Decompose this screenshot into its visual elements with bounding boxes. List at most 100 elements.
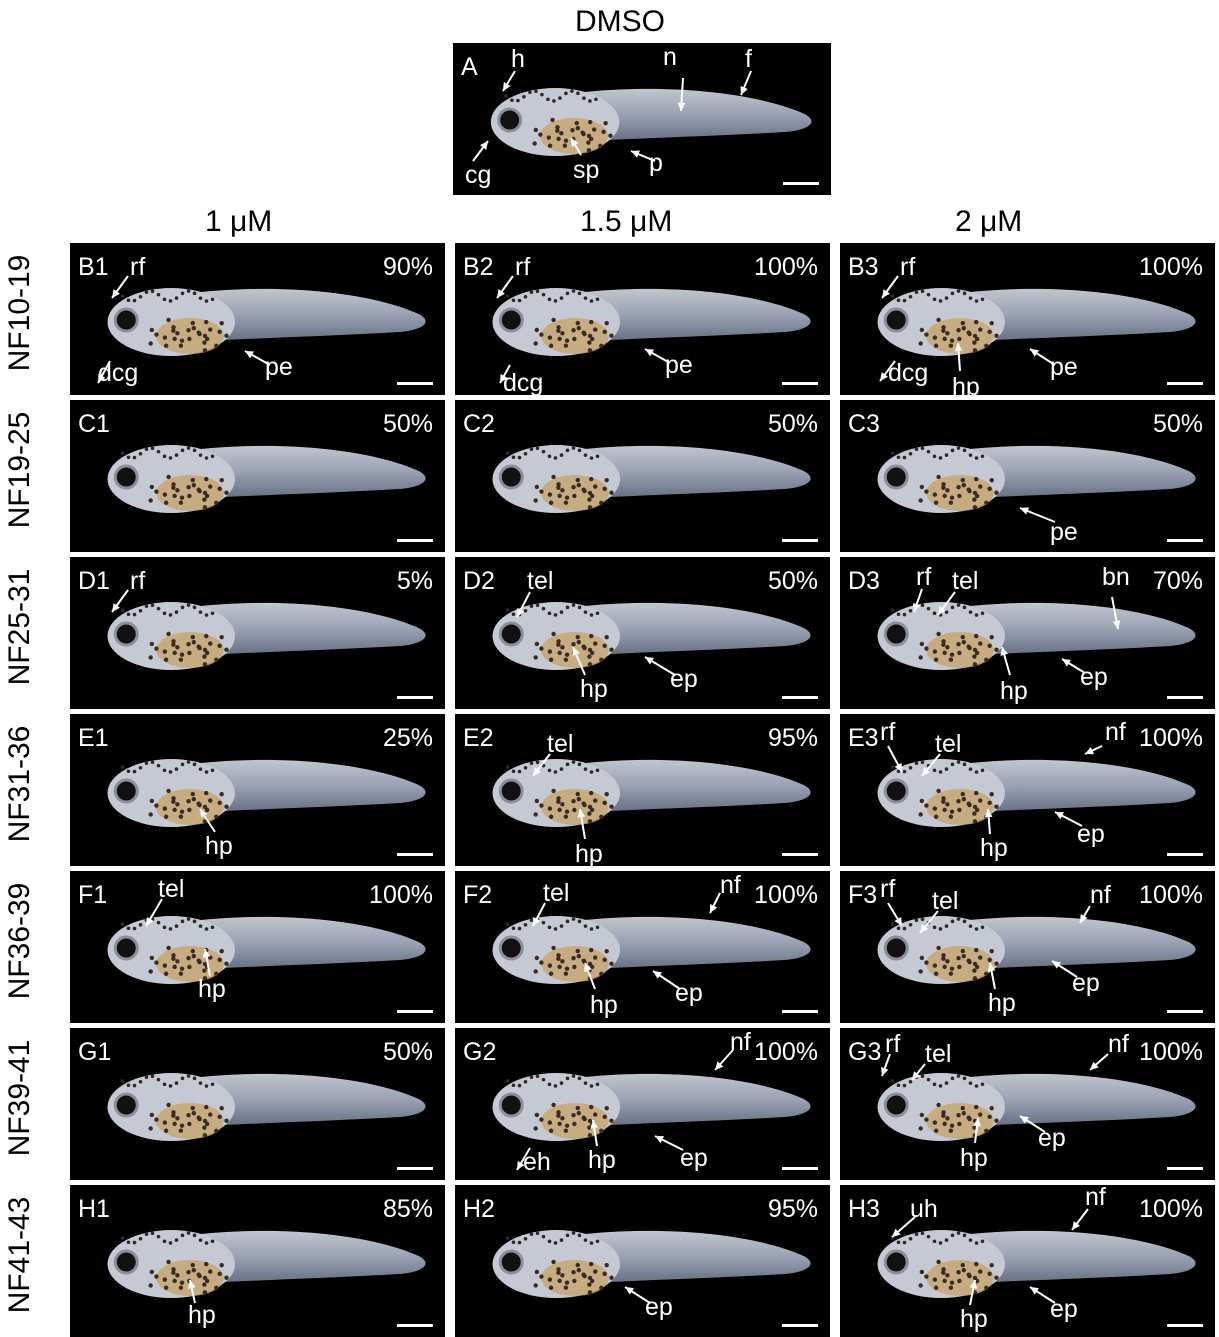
scale-bar — [782, 853, 818, 856]
scale-bar — [1167, 853, 1203, 856]
annotation-label-ep: ep — [1080, 663, 1108, 691]
annotation-label-rf: rf — [880, 875, 896, 903]
tadpole-image — [877, 916, 1196, 985]
panel-id: G1 — [78, 1038, 112, 1066]
panel-c2: C2 50% — [455, 400, 830, 552]
scale-bar — [397, 696, 433, 699]
phenotype-percentage: 70% — [1152, 567, 1203, 595]
panel-f1: F1 100% tel hp — [70, 871, 445, 1023]
panel-d2: D2 50% tel hp ep — [455, 557, 830, 709]
annotation-label-hp: hp — [188, 1301, 216, 1329]
panel-b3: B3 100% rf dcg hp pe — [840, 243, 1215, 395]
annotation-label-hp: hp — [980, 834, 1008, 862]
annotation-label-cg: cg — [465, 161, 492, 189]
phenotype-percentage: 5% — [396, 567, 433, 595]
row-label: NF41-43 — [3, 1196, 36, 1314]
annotation-label-hp: hp — [198, 975, 226, 1003]
annotation-label-nf: nf — [1108, 1030, 1129, 1058]
panel-e2: E2 95% tel hp — [455, 714, 830, 866]
panel-d1: D1 5% rf — [70, 557, 445, 709]
control-panel: A h n f cg sp p — [453, 43, 831, 195]
annotation-label-tel: tel — [932, 887, 959, 915]
scale-bar — [782, 1010, 818, 1013]
tadpole-image — [107, 602, 426, 671]
row-label: NF10-19 — [3, 254, 36, 372]
phenotype-percentage: 25% — [382, 724, 433, 752]
panel-h3: H3 100% uh nf hp ep — [840, 1185, 1215, 1337]
panel-id: F3 — [848, 881, 878, 909]
annotation-label-hp: hp — [575, 840, 603, 867]
tadpole-image — [877, 445, 1196, 514]
annotation-label-hp: hp — [590, 991, 618, 1019]
annotation-label-tel: tel — [935, 730, 962, 758]
tadpole-image — [492, 759, 811, 828]
annotation-label-ep: ep — [675, 979, 703, 1007]
annotation-label-ep: ep — [1038, 1124, 1066, 1152]
panel-id: D1 — [78, 567, 110, 595]
phenotype-percentage: 50% — [382, 410, 433, 438]
panel-h2: H2 95% ep — [455, 1185, 830, 1337]
annotation-label-tel: tel — [527, 567, 554, 595]
phenotype-percentage: 95% — [767, 1195, 818, 1223]
panel-g3: G3 100% rf tel nf hp ep — [840, 1028, 1215, 1180]
column-header-3: 2 μM — [955, 205, 1023, 238]
scale-bar — [1167, 696, 1203, 699]
tadpole-image — [107, 1073, 426, 1142]
annotation-label-hp: hp — [205, 832, 233, 860]
row-label: NF19-25 — [3, 411, 36, 529]
annotation-label-hp: hp — [988, 989, 1016, 1017]
phenotype-percentage: 90% — [382, 253, 433, 281]
annotation-label-rf: rf — [130, 253, 146, 281]
panel-id: D2 — [463, 567, 495, 595]
annotation-label-tel: tel — [547, 730, 574, 758]
scale-bar — [782, 382, 818, 385]
panel-id: H2 — [463, 1195, 495, 1223]
annotation-label-rf: rf — [515, 253, 531, 281]
annotation-label-rf: rf — [885, 1030, 901, 1058]
annotation-label-rf: rf — [130, 567, 146, 595]
tadpole-image — [877, 288, 1196, 357]
tadpole-image — [492, 445, 811, 514]
annotation-label-f: f — [745, 45, 752, 73]
tadpole-image — [107, 759, 426, 828]
panel-id: A — [461, 53, 478, 81]
panel-id: F2 — [463, 881, 493, 909]
annotation-label-hp: hp — [580, 675, 608, 703]
annotation-label-bn: bn — [1102, 563, 1130, 591]
tadpole-image — [877, 602, 1196, 671]
annotation-label-tel: tel — [952, 567, 979, 595]
panel-id: E3 — [848, 724, 879, 752]
tadpole-image — [492, 602, 811, 671]
panel-d3: D3 70% rf tel bn hp ep — [840, 557, 1215, 709]
panel-id: B2 — [463, 253, 494, 281]
scale-bar — [397, 1324, 433, 1327]
panel-id: C2 — [463, 410, 495, 438]
column-header-2: 1.5 μM — [580, 205, 673, 238]
annotation-label-ep: ep — [645, 1293, 673, 1321]
panel-id: B1 — [78, 253, 109, 281]
annotation-label-tel: tel — [925, 1040, 952, 1068]
annotation-label-sp: sp — [573, 156, 600, 184]
annotation-label-nf: nf — [730, 1028, 751, 1056]
annotation-label-p: p — [649, 149, 663, 177]
annotation-label-ep: ep — [1050, 1295, 1078, 1323]
panel-id: E1 — [78, 724, 109, 752]
phenotype-percentage: 100% — [369, 881, 433, 909]
tadpole-image — [107, 916, 426, 985]
annotation-label-ep: ep — [670, 665, 698, 693]
phenotype-percentage: 100% — [1139, 881, 1203, 909]
scale-bar — [397, 539, 433, 542]
annotation-label-pe: pe — [265, 353, 293, 381]
panel-id: G2 — [463, 1038, 497, 1066]
phenotype-percentage: 100% — [754, 1038, 818, 1066]
row-label: NF36-39 — [3, 882, 36, 1000]
phenotype-percentage: 85% — [382, 1195, 433, 1223]
panel-id: G3 — [848, 1038, 882, 1066]
panel-g2: G2 100% nf eh hp ep — [455, 1028, 830, 1180]
panel-e1: E1 25% hp — [70, 714, 445, 866]
phenotype-percentage: 50% — [382, 1038, 433, 1066]
annotation-label-hp: hp — [1000, 677, 1028, 705]
phenotype-percentage: 100% — [754, 253, 818, 281]
scale-bar — [1167, 1324, 1203, 1327]
scale-bar — [782, 696, 818, 699]
